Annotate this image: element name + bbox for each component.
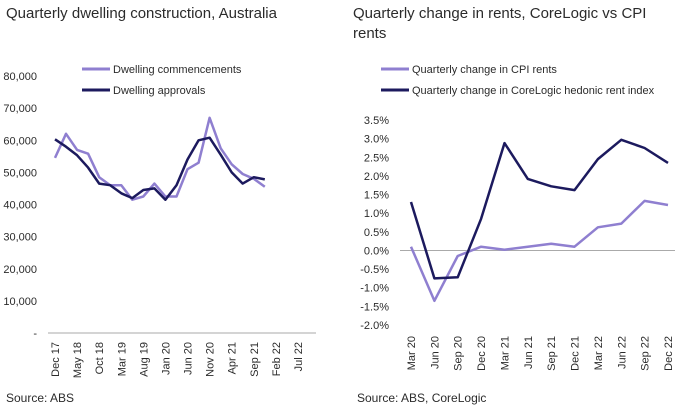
y-tick-label: - [33,328,37,340]
dwelling-construction-panel: Quarterly dwelling construction, Austral… [0,0,345,418]
y-tick-label: 30,000 [3,232,37,244]
x-tick-label: Oct 18 [94,342,106,374]
x-tick-label: Mar 19 [116,342,128,376]
x-tick-label: May 18 [72,342,84,378]
x-tick-label: Sep 20 [453,336,465,371]
rent-change-panel: Quarterly change in rents, CoreLogic vs … [345,0,691,418]
x-tick-label: Apr 21 [227,342,239,374]
chart-title: Quarterly change in rents, CoreLogic vs … [353,5,647,42]
series-line-commencements [53,116,266,201]
dwelling-construction-chart: - 10,000 20,000 30,000 40,000 50,000 60,000 70,… [3,64,316,378]
y-tick-label: 3.5% [364,115,389,127]
legend-label: Dwelling approvals [113,85,206,97]
y-tick-label: 50,000 [3,167,37,179]
legend-label: Quarterly change in CPI rents [412,64,557,76]
y-tick-label: 0.0% [364,245,389,257]
x-tick-label: Mar 21 [499,336,511,370]
x-tick-label: Mar 20 [406,336,418,370]
y-tick-label: 70,000 [3,103,37,115]
y-tick-label: -1.5% [360,301,389,313]
x-tick-label: Jun 21 [523,336,535,369]
x-tick-label: Jun 22 [616,336,628,369]
series-line-corelogic-rents [409,138,669,280]
chart-source: Source: ABS [6,391,75,405]
chart-source: Source: ABS, CoreLogic [357,391,487,405]
series-line-cpi-rents [409,199,669,303]
y-tick-label: 40,000 [3,200,37,212]
x-tick-label: Jan 20 [160,342,172,375]
y-tick-label: 1.0% [364,208,389,220]
y-tick-label: 3.0% [364,134,389,146]
x-tick-label: Jun 20 [429,336,441,369]
y-tick-label: -2.0% [360,320,389,332]
x-tick-label: Feb 22 [271,342,283,376]
y-tick-label: 2.5% [364,152,389,164]
x-tick-label: Nov 20 [205,342,217,377]
legend-label: Quarterly change in CoreLogic hedonic re… [412,85,655,97]
x-tick-label: Dec 22 [663,336,675,371]
x-tick-label: Sep 22 [640,336,652,371]
y-tick-label: 20,000 [3,264,37,276]
y-tick-label: 10,000 [3,296,37,308]
x-tick-label: Aug 19 [138,342,150,377]
x-tick-label: Dec 21 [570,336,582,371]
chart-title: Quarterly dwelling construction, Austral… [6,5,277,22]
x-tick-label: Mar 22 [593,336,605,370]
series-line-approvals [54,136,266,201]
y-tick-label: 60,000 [3,135,37,147]
x-tick-label: Sep 21 [546,336,558,371]
y-tick-label: 0.5% [364,227,389,239]
y-tick-label: -1.0% [360,283,389,295]
rent-change-chart: -2.0% -1.5% -1.0% -0.5% 0.0% 0.5% 1.0% 1.5% 2.0%… [360,64,675,371]
x-tick-label: Dec 17 [50,342,62,377]
x-tick-label: Dec 20 [476,336,488,371]
x-tick-label: Jun 20 [183,342,195,375]
x-tick-label: Jul 22 [293,342,305,371]
x-tick-label: Sep 21 [249,342,261,377]
y-tick-label: 1.5% [364,190,389,202]
legend-label: Dwelling commencements [113,64,242,76]
y-tick-label: 80,000 [3,71,37,83]
y-tick-label: -0.5% [360,264,389,276]
y-tick-label: 2.0% [364,171,389,183]
